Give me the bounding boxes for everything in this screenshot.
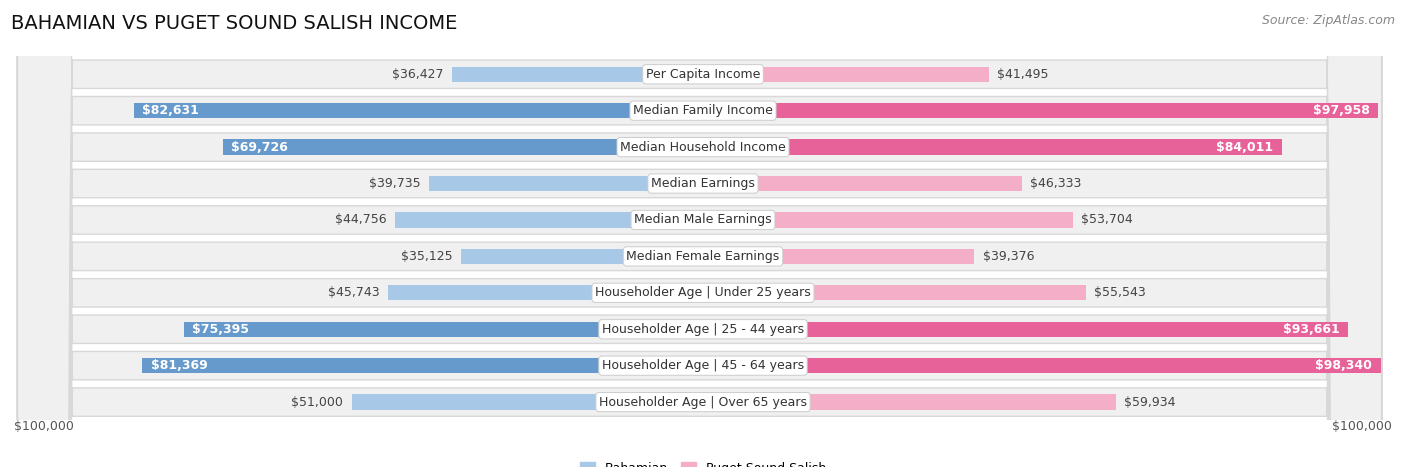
Text: Median Male Earnings: Median Male Earnings (634, 213, 772, 226)
Text: Householder Age | 45 - 64 years: Householder Age | 45 - 64 years (602, 359, 804, 372)
FancyBboxPatch shape (17, 0, 1382, 467)
Text: $45,743: $45,743 (328, 286, 380, 299)
Text: Householder Age | 25 - 44 years: Householder Age | 25 - 44 years (602, 323, 804, 336)
FancyBboxPatch shape (17, 0, 1382, 467)
FancyBboxPatch shape (17, 0, 1382, 467)
Bar (461, 249, 703, 264)
Text: $100,000: $100,000 (1331, 420, 1392, 433)
Text: Householder Age | Under 25 years: Householder Age | Under 25 years (595, 286, 811, 299)
Text: $97,958: $97,958 (1313, 104, 1369, 117)
Text: $44,756: $44,756 (335, 213, 387, 226)
Text: Median Female Earnings: Median Female Earnings (627, 250, 779, 263)
Text: $93,661: $93,661 (1284, 323, 1340, 336)
FancyBboxPatch shape (17, 0, 1382, 467)
Text: $51,000: $51,000 (291, 396, 343, 409)
Bar (703, 140, 1282, 155)
FancyBboxPatch shape (17, 0, 1382, 467)
FancyBboxPatch shape (17, 0, 1382, 467)
Bar (134, 103, 703, 118)
Text: $100,000: $100,000 (14, 420, 75, 433)
Text: $55,543: $55,543 (1094, 286, 1146, 299)
Text: Householder Age | Over 65 years: Householder Age | Over 65 years (599, 396, 807, 409)
Bar (429, 176, 703, 191)
Bar (703, 358, 1381, 373)
Text: $69,726: $69,726 (231, 141, 288, 154)
FancyBboxPatch shape (17, 0, 1382, 467)
Bar (703, 103, 1378, 118)
Text: $98,340: $98,340 (1316, 359, 1372, 372)
Bar (703, 322, 1348, 337)
Bar (395, 212, 703, 227)
Bar (388, 285, 703, 300)
Text: $46,333: $46,333 (1031, 177, 1081, 190)
Bar (703, 249, 974, 264)
Bar (703, 212, 1073, 227)
Text: Per Capita Income: Per Capita Income (645, 68, 761, 81)
FancyBboxPatch shape (17, 0, 1382, 467)
Text: BAHAMIAN VS PUGET SOUND SALISH INCOME: BAHAMIAN VS PUGET SOUND SALISH INCOME (11, 14, 457, 33)
Text: Median Earnings: Median Earnings (651, 177, 755, 190)
Text: $75,395: $75,395 (191, 323, 249, 336)
Text: $36,427: $36,427 (392, 68, 444, 81)
Bar (352, 395, 703, 410)
Bar (703, 285, 1085, 300)
Text: $53,704: $53,704 (1081, 213, 1133, 226)
Text: $41,495: $41,495 (997, 68, 1049, 81)
Bar (453, 67, 703, 82)
Bar (703, 67, 988, 82)
Bar (222, 140, 703, 155)
FancyBboxPatch shape (17, 0, 1382, 467)
Text: $82,631: $82,631 (142, 104, 198, 117)
Text: Median Household Income: Median Household Income (620, 141, 786, 154)
Text: $39,376: $39,376 (983, 250, 1033, 263)
Text: Source: ZipAtlas.com: Source: ZipAtlas.com (1261, 14, 1395, 27)
Bar (184, 322, 703, 337)
Legend: Bahamian, Puget Sound Salish: Bahamian, Puget Sound Salish (575, 457, 831, 467)
Text: $39,735: $39,735 (370, 177, 420, 190)
Text: $81,369: $81,369 (150, 359, 208, 372)
FancyBboxPatch shape (17, 0, 1382, 467)
Text: Median Family Income: Median Family Income (633, 104, 773, 117)
Bar (703, 395, 1116, 410)
Text: $59,934: $59,934 (1125, 396, 1175, 409)
Bar (703, 176, 1022, 191)
Bar (142, 358, 703, 373)
Text: $84,011: $84,011 (1216, 141, 1274, 154)
Text: $35,125: $35,125 (401, 250, 453, 263)
